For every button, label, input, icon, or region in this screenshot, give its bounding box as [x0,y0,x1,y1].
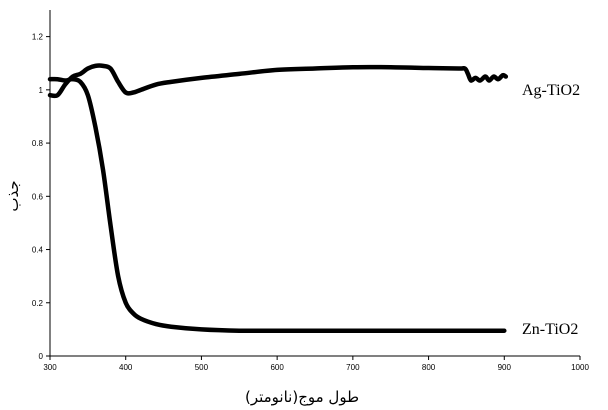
x-tick-label: 600 [270,363,284,372]
y-tick-label: 1 [39,86,44,95]
x-axis-title: طول موج(نانومتر) [245,388,359,407]
x-tick-label: 300 [43,363,57,372]
x-tick-label: 1000 [571,363,589,372]
x-tick-label: 800 [422,363,436,372]
y-tick-label: 1.2 [32,33,44,42]
y-tick-label: 0.2 [32,299,44,308]
y-tick-label: 0 [39,352,44,361]
x-tick-label: 500 [195,363,209,372]
series-line-zn-tio2 [47,76,507,334]
series-line-ag-tio2 [47,63,509,99]
y-axis-title: جذب [4,180,22,211]
y-ticks: 0 0.2 0.4 0.6 0.8 1 1.2 [32,33,50,361]
y-tick-label: 0.6 [32,192,44,201]
series-label-zn-tio2: Zn-TiO2 [522,321,578,338]
y-tick-label: 0.8 [32,139,44,148]
y-tick-label: 0.4 [32,246,44,255]
axes [49,10,580,357]
series-labels: Ag-TiO2 Zn-TiO2 [522,82,580,338]
x-ticks: 300 400 500 600 700 800 900 1000 [43,356,589,372]
series-lines [47,63,509,334]
x-tick-label: 400 [119,363,133,372]
x-tick-label: 700 [346,363,360,372]
x-tick-label: 900 [498,363,512,372]
series-label-ag-tio2: Ag-TiO2 [522,82,580,99]
